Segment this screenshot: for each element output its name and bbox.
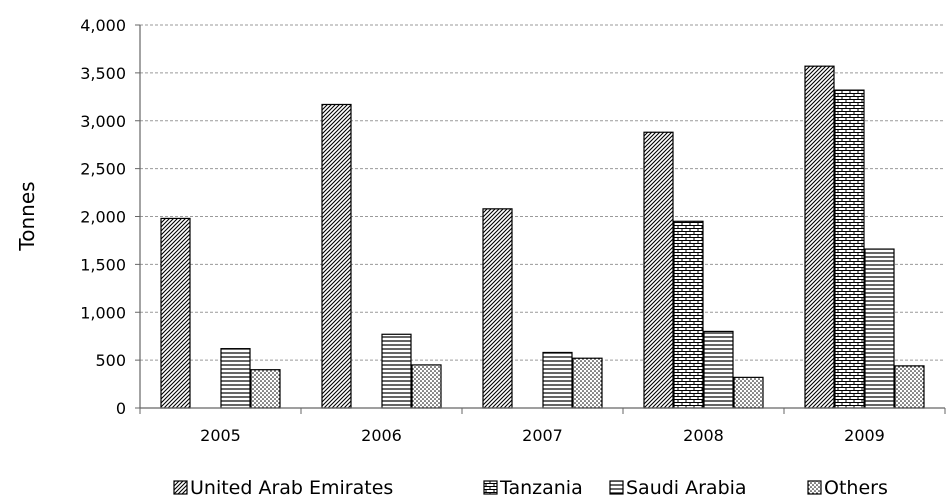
y-tick-label: 4,000 (80, 16, 126, 35)
bar-saudi-arabia-2005 (220, 348, 251, 409)
legend-label: Saudi Arabia (626, 477, 747, 499)
y-tick-label: 3,500 (80, 64, 126, 83)
bar-others-2007 (572, 357, 603, 409)
y-tick-label: 500 (95, 351, 126, 370)
y-tick-label: 0 (116, 399, 126, 418)
legend-swatch (173, 480, 188, 495)
x-tick-label: 2007 (522, 426, 563, 445)
bar-saudi-arabia-2009 (864, 248, 895, 409)
legend-swatch (807, 480, 822, 495)
bar-others-2005 (250, 369, 281, 409)
y-tick-label: 1,500 (80, 255, 126, 274)
legend-swatch (483, 480, 498, 495)
bar-others-2008 (733, 376, 764, 409)
bar-united-arab-emirates-2008 (643, 131, 674, 409)
bar-tanzania-2009 (834, 89, 865, 409)
bar-others-2006 (411, 364, 442, 409)
legend-label: Tanzania (499, 477, 583, 499)
legend-label: United Arab Emirates (190, 477, 393, 499)
x-tick-label: 2008 (683, 426, 724, 445)
bar-united-arab-emirates-2007 (482, 208, 513, 409)
y-tick-label: 2,000 (80, 208, 126, 227)
legend-label: Others (824, 477, 888, 499)
bar-saudi-arabia-2006 (381, 333, 412, 409)
bar-united-arab-emirates-2005 (160, 217, 191, 409)
y-axis-ticks: 0 500 1,000 1,500 2,000 2,500 3,000 3,500 4,000 (80, 16, 140, 418)
legend: United Arab Emirates Tanzania Saudi Arabia… (173, 477, 888, 499)
bar-others-2009 (894, 365, 925, 409)
legend-item-united-arab-emirates: United Arab Emirates (173, 477, 393, 499)
legend-item-others: Others (807, 477, 888, 499)
bars (160, 65, 925, 409)
legend-item-saudi-arabia: Saudi Arabia (609, 477, 747, 499)
x-axis-ticks: 2005 2006 2007 2008 2009 (139, 408, 946, 445)
y-tick-label: 3,000 (80, 112, 126, 131)
bar-saudi-arabia-2007 (542, 351, 573, 409)
legend-item-tanzania: Tanzania (483, 477, 583, 499)
y-tick-label: 2,500 (80, 160, 126, 179)
y-axis-title: Tonnes (15, 181, 39, 251)
x-tick-label: 2006 (361, 426, 402, 445)
bar-saudi-arabia-2008 (703, 330, 734, 409)
y-tick-label: 1,000 (80, 303, 126, 322)
bar-united-arab-emirates-2009 (804, 65, 835, 409)
bar-united-arab-emirates-2006 (321, 103, 352, 409)
x-tick-label: 2005 (200, 426, 241, 445)
axes (139, 25, 945, 409)
bar-tanzania-2008 (673, 220, 704, 409)
legend-swatch (609, 480, 624, 495)
x-tick-label: 2009 (844, 426, 885, 445)
